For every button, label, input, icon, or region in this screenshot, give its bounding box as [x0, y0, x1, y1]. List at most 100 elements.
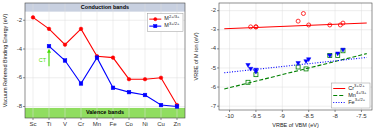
- tick-label: -8: [17, 103, 23, 109]
- grid-line: [129, 3, 130, 118]
- tick-mark: [229, 110, 230, 112]
- data-point: [336, 52, 340, 56]
- data-point: [249, 25, 253, 29]
- panel: -7-6-5-4-3-2-10-9.5-9-8.5-8-7.5VRBE of M…: [193, 3, 372, 128]
- data-point: [254, 25, 258, 29]
- band-label: Valence bands: [86, 109, 124, 115]
- data-point: [127, 90, 131, 94]
- tick-label: -6: [211, 84, 217, 90]
- plot-frame: [25, 3, 185, 118]
- series-line: [224, 57, 366, 72]
- legend-marker: [154, 18, 157, 21]
- tick-label: Co: [125, 121, 133, 127]
- annotation-arrow: [48, 51, 49, 66]
- tick-label: -2: [211, 7, 217, 13]
- data-point: [328, 23, 332, 27]
- band-label: Conduction bands: [81, 4, 129, 10]
- tick-mark: [65, 118, 66, 120]
- series: [249, 12, 345, 29]
- data-point: [254, 70, 258, 74]
- tick-label: -9: [280, 113, 286, 119]
- grid-line: [33, 3, 34, 118]
- grid-line: [97, 3, 98, 118]
- tick-label: -7: [211, 103, 217, 109]
- tick-mark: [81, 118, 82, 120]
- tick-label: Cr: [78, 121, 84, 127]
- tick-label: -4: [17, 46, 23, 52]
- data-point: [246, 63, 250, 67]
- grid-line: [229, 3, 230, 110]
- data-point: [296, 62, 300, 66]
- panel: -8-6-4-2ScTiVCrMnFeCoNiCuZnConduction ba…: [2, 3, 185, 127]
- grid-line: [81, 3, 82, 118]
- data-point: [143, 77, 147, 81]
- tick-label: -7.5: [356, 113, 367, 119]
- grid-line: [219, 29, 372, 30]
- series: [246, 49, 345, 85]
- chart-root: -8-6-4-2ScTiVCrMnFeCoNiCuZnConduction ba…: [0, 0, 378, 136]
- data-point: [304, 60, 308, 64]
- data-point: [307, 23, 311, 27]
- data-point: [254, 25, 258, 29]
- tick-label: Sc: [29, 121, 36, 127]
- axes: -7-6-5-4-3-2-10-9.5-9-8.5-8-7.5: [211, 7, 368, 119]
- tick-mark: [177, 118, 178, 120]
- series-line: [49, 46, 177, 106]
- tick-mark: [335, 110, 336, 112]
- data-point: [159, 103, 163, 107]
- legend-label: Fe3+/2+: [348, 98, 366, 105]
- grid-line: [219, 67, 372, 68]
- plot-frame: [219, 3, 372, 110]
- data-point: [63, 59, 67, 63]
- data-point: [246, 80, 250, 84]
- data-point: [31, 16, 35, 20]
- legend-label: M3+/2+: [164, 21, 180, 28]
- data-point: [304, 67, 308, 71]
- grid-line: [145, 3, 146, 118]
- legend-frame: [147, 14, 183, 32]
- tick-label: Mn: [93, 121, 101, 127]
- data-point: [296, 19, 300, 23]
- tick-label: -3: [211, 26, 217, 32]
- legend-swatch: [333, 88, 345, 89]
- tick-label: V: [63, 121, 67, 127]
- axes: -8-6-4-2ScTiVCrMnFeCoNiCuZn: [17, 17, 181, 127]
- tick-mark: [308, 110, 309, 112]
- data-point: [341, 48, 345, 52]
- tick-label: -4: [211, 45, 217, 51]
- data-point: [47, 27, 51, 31]
- data-point: [328, 54, 332, 58]
- series-line: [224, 23, 366, 29]
- tick-mark: [361, 110, 362, 112]
- series: [47, 44, 179, 108]
- data-point: [47, 44, 51, 48]
- data-point: [127, 77, 131, 81]
- data-point: [175, 105, 179, 109]
- tick-mark: [129, 118, 130, 120]
- grid-line: [113, 3, 114, 118]
- tick-label: Cu: [157, 121, 165, 127]
- tick-mark: [33, 118, 34, 120]
- series: [224, 57, 366, 72]
- data-point: [306, 58, 310, 62]
- grid-line: [255, 3, 256, 110]
- tick-label: Ti: [47, 121, 52, 127]
- data-point: [79, 27, 83, 31]
- data-point: [328, 54, 332, 58]
- data-point: [95, 56, 99, 60]
- axis-title: Vacuum Referred Binding Energy (eV): [2, 14, 8, 108]
- annotation-text: CT: [39, 57, 47, 63]
- tick-mark: [97, 118, 98, 120]
- grid-line: [219, 48, 372, 49]
- legend-frame: [331, 83, 370, 108]
- grid: [219, 3, 372, 110]
- data-point: [111, 56, 115, 60]
- axis-title: VRBE of VBM (eV): [272, 122, 319, 128]
- series: [246, 48, 345, 74]
- series: [224, 23, 366, 29]
- plot-background: [219, 3, 372, 110]
- tick-label: -9.5: [251, 113, 262, 119]
- tick-mark: [161, 118, 162, 120]
- grid: [25, 3, 185, 118]
- data-point: [341, 49, 345, 53]
